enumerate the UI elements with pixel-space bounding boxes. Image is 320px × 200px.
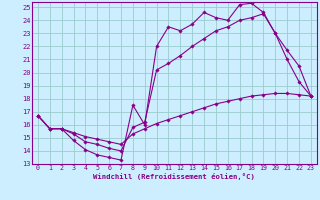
X-axis label: Windchill (Refroidissement éolien,°C): Windchill (Refroidissement éolien,°C) (93, 173, 255, 180)
